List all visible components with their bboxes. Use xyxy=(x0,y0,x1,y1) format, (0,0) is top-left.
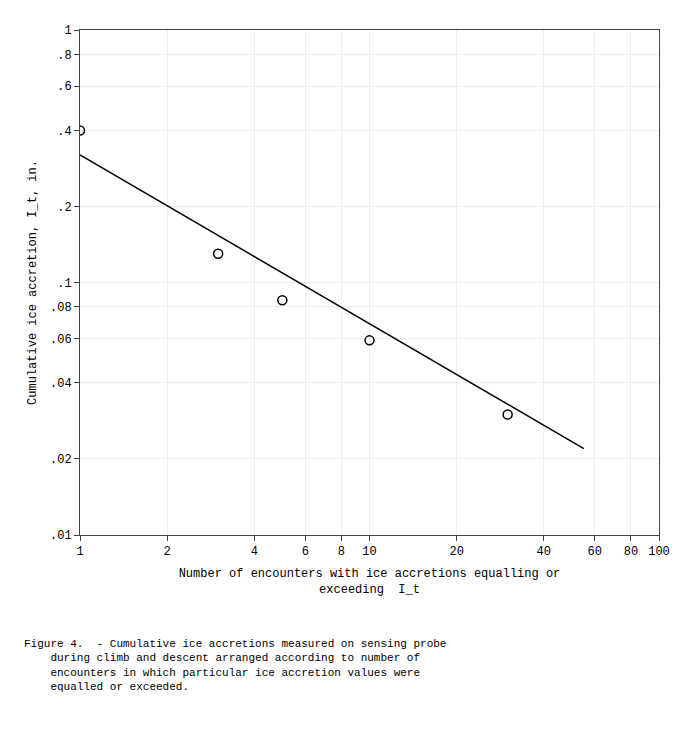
svg-text:.04: .04 xyxy=(50,377,72,391)
svg-text:80: 80 xyxy=(624,545,638,559)
svg-text:20: 20 xyxy=(449,545,463,559)
svg-text:.4: .4 xyxy=(57,125,71,139)
svg-text:.1: .1 xyxy=(57,277,71,291)
svg-text:Figure 4. - Cumulative ice ac: Figure 4. - Cumulative ice accretions me… xyxy=(24,638,446,693)
svg-text:.01: .01 xyxy=(50,529,72,543)
svg-text:6: 6 xyxy=(302,545,309,559)
svg-text:Cumulative ice accretion, I_t,: Cumulative ice accretion, I_t, in. xyxy=(26,160,40,405)
svg-text:60: 60 xyxy=(588,545,602,559)
svg-text:100: 100 xyxy=(648,545,670,559)
svg-text:1: 1 xyxy=(76,545,83,559)
svg-text:.06: .06 xyxy=(50,333,72,347)
svg-text:Number of encounters with ice: Number of encounters with ice accretions… xyxy=(179,567,561,597)
svg-text:.02: .02 xyxy=(50,453,72,467)
svg-text:.08: .08 xyxy=(50,301,72,315)
svg-text:10: 10 xyxy=(362,545,376,559)
svg-text:8: 8 xyxy=(338,545,345,559)
svg-text:.6: .6 xyxy=(57,80,71,94)
svg-text:4: 4 xyxy=(251,545,258,559)
svg-text:2: 2 xyxy=(164,545,171,559)
svg-text:.8: .8 xyxy=(57,49,71,63)
svg-text:40: 40 xyxy=(537,545,551,559)
svg-text:.2: .2 xyxy=(57,201,71,215)
svg-text:1: 1 xyxy=(64,24,71,38)
